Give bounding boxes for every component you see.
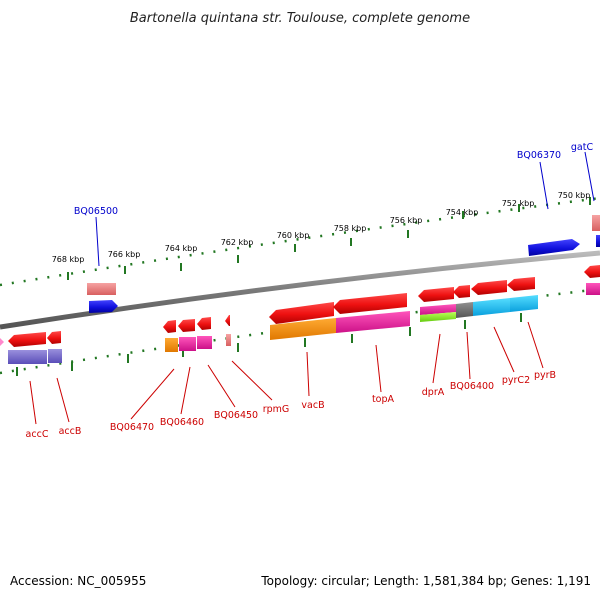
tick-label-768: 768 kbp [52, 255, 85, 264]
gene-arrow-edge-right[interactable] [584, 265, 600, 278]
scale-track-inner [0, 287, 600, 375]
protein-box-BQ06450[interactable] [197, 336, 212, 349]
label-accC[interactable]: accC [26, 429, 49, 440]
protein-box-accB[interactable] [48, 349, 62, 363]
protein-box-BQ06460[interactable] [179, 337, 196, 351]
label-topA[interactable]: topA [372, 394, 395, 405]
gene-arrow-BQ06370[interactable] [528, 239, 580, 256]
tick-label-754: 754 kbp [446, 208, 479, 217]
bottom-callouts [29, 321, 544, 425]
label-gatC[interactable]: gatC [571, 142, 594, 153]
label-BQ06460[interactable]: BQ06460 [160, 417, 204, 428]
gene-arrow-pyrC2[interactable] [471, 280, 507, 295]
label-vacB[interactable]: vacB [301, 400, 324, 411]
protein-box-pyrB[interactable] [510, 295, 538, 312]
gene-arrow-BQ06500[interactable] [89, 300, 118, 313]
protein-box-topA[interactable] [336, 311, 410, 333]
label-BQ06450[interactable]: BQ06450 [214, 410, 258, 421]
gene-arrow-accB[interactable] [47, 331, 61, 344]
gene-arrow-BQ06400[interactable] [453, 285, 470, 298]
protein-box-accC[interactable] [8, 350, 47, 364]
gene-arrow-rpmG[interactable] [225, 315, 230, 326]
gene-arrow-dprA[interactable] [418, 287, 454, 302]
label-BQ06500[interactable]: BQ06500 [74, 206, 118, 217]
protein-box-dprA-top[interactable] [420, 304, 456, 315]
gene-arrow-pyrB[interactable] [507, 277, 535, 291]
label-BQ06370[interactable]: BQ06370 [517, 150, 561, 161]
protein-box-BQ06400[interactable] [456, 302, 473, 318]
label-accB[interactable]: accB [59, 426, 82, 437]
protein-box-rpmG[interactable] [226, 334, 231, 346]
label-rpmG[interactable]: rpmG [263, 404, 290, 415]
label-pyrB[interactable]: pyrB [534, 370, 556, 381]
top-strand-features [87, 215, 600, 313]
label-pyrC2[interactable]: pyrC2 [502, 375, 530, 386]
map-title: Bartonella quintana str. Toulouse, compl… [130, 11, 470, 26]
major-ticks [16, 197, 591, 376]
tick-label-756: 756 kbp [390, 216, 423, 225]
gene-arrow-vacB[interactable] [269, 302, 334, 324]
edge-marker [0, 338, 4, 346]
tick-label-766: 766 kbp [108, 250, 141, 259]
label-BQ06400[interactable]: BQ06400 [450, 381, 494, 392]
tick-label-764: 764 kbp [165, 244, 198, 253]
protein-box-edge-right[interactable] [586, 283, 600, 295]
protein-box-dprA-bottom[interactable] [420, 312, 456, 322]
gene-arrow-BQ06460[interactable] [178, 319, 195, 332]
protein-box-pyrC2[interactable] [473, 298, 510, 316]
protein-box-BQ06470[interactable] [165, 338, 178, 352]
tick-label-752: 752 kbp [502, 199, 535, 208]
gene-arrow-accC[interactable] [8, 332, 46, 347]
accession-text: Accession: NC_005955 [10, 574, 147, 588]
label-BQ06470[interactable]: BQ06470 [110, 422, 154, 433]
genome-backbone [0, 250, 600, 330]
tick-label-762: 762 kbp [221, 238, 254, 247]
gene-arrow-BQ06450[interactable] [197, 317, 211, 330]
top-callouts [95, 151, 595, 267]
gene-box-gatC[interactable] [592, 215, 600, 231]
gene-arrow-BQ06470[interactable] [163, 320, 176, 333]
tick-label-758: 758 kbp [334, 224, 367, 233]
bottom-strand-features [0, 265, 600, 364]
label-dprA[interactable]: dprA [422, 387, 445, 398]
gene-arrow-topA[interactable] [333, 293, 407, 314]
tick-label-760: 760 kbp [277, 231, 310, 240]
gene-box-BQ06500[interactable] [87, 283, 116, 295]
genome-summary-text: Topology: circular; Length: 1,581,384 bp… [261, 574, 591, 588]
protein-box-vacB[interactable] [270, 318, 336, 340]
gene-box-gatC-blue[interactable] [596, 235, 600, 247]
tick-label-750: 750 kbp [558, 191, 591, 200]
